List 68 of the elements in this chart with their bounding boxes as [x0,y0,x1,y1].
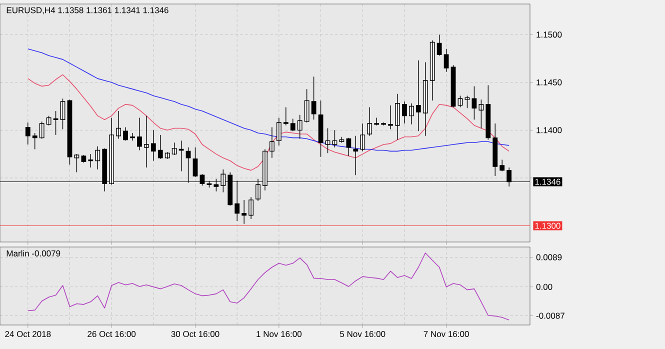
candlestick [116,110,121,140]
candlestick [381,122,386,126]
candlestick [353,136,358,176]
candlestick [486,84,491,140]
candlestick [367,106,372,136]
candlestick [39,121,44,140]
candlestick [178,140,184,172]
candlestick [444,48,449,72]
candlestick [144,115,149,168]
y-tick-label: 0.0089 [536,254,562,260]
candlestick [409,103,414,125]
candlestick [416,60,421,132]
candlestick [242,200,247,224]
candlestick [436,34,442,56]
x-tick-label: 24 Oct 2018 [5,331,51,338]
candlestick [422,62,428,136]
x-tick-label: 7 Nov 16:00 [424,331,469,338]
candlestick [95,146,100,170]
candlestick [123,126,128,142]
candlestick [53,110,58,136]
candlestick [430,40,435,101]
candlestick [374,117,380,126]
candlestick [81,154,86,164]
candlestick [492,123,498,176]
candlestick [304,88,310,123]
chart-title: Marlin -0.0079 [6,250,60,256]
candlestick [270,126,274,158]
candlestick [25,122,30,145]
candlestick [137,117,142,151]
candlestick [478,99,484,129]
candlestick [158,134,163,160]
chart-title: EURUSD,H4 1.1358 1.1361 1.1341 1.1346 [6,7,168,14]
candlestick [464,95,470,109]
candlestick [318,100,324,158]
candlestick [164,152,170,160]
candlestick [74,154,80,173]
candlestick [325,128,330,154]
candlestick [150,130,156,162]
ref-line-label: 1.1346 [535,178,560,185]
candlestick [32,132,38,150]
candlestick [283,106,288,126]
candlestick [388,104,393,130]
x-tick-label: 26 Oct 16:00 [88,331,136,338]
y-tick-label: -0.0087 [536,312,564,319]
candlestick [248,196,254,220]
candlestick [88,154,94,168]
candlestick [360,123,366,152]
x-tick-label: 30 Oct 16:00 [171,331,220,338]
candlestick [395,93,400,140]
x-tick-label: 1 Nov 16:00 [256,331,302,338]
candlestick [402,101,407,124]
candlestick [290,118,296,132]
ref-line-label: 1.1300 [535,222,560,229]
candlestick [172,142,177,156]
candlestick [297,114,302,140]
candlestick [500,159,505,172]
candlestick [332,130,338,148]
candlestick [346,137,352,156]
x-tick-label: 5 Nov 16:00 [340,331,386,338]
candlestick [130,132,135,142]
candlestick [472,86,477,120]
candlestick [276,117,282,146]
y-tick-label: 1.1400 [536,127,562,134]
candlestick [311,76,316,120]
candlestick [46,115,52,126]
y-tick-label: 1.1450 [536,79,562,86]
y-tick-label: 1.1500 [536,32,562,38]
y-tick-label: 0.00 [536,284,552,290]
